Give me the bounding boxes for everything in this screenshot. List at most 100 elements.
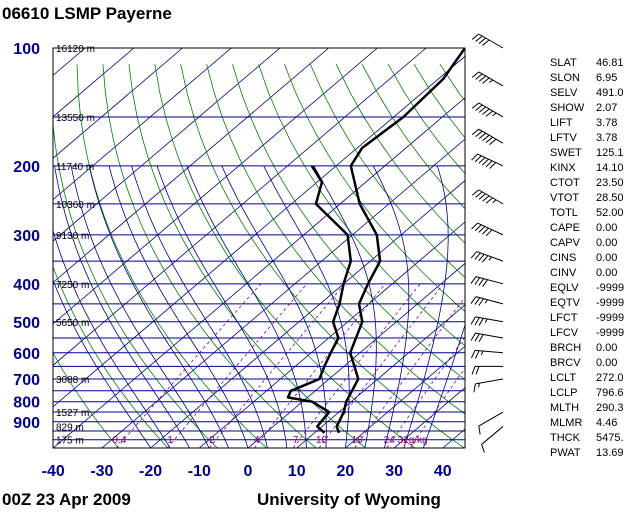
barb-flag — [474, 297, 481, 305]
index-row: LFTV 3.78 — [550, 131, 624, 146]
dry-adiabat — [258, 64, 465, 347]
barb-flag — [471, 128, 480, 136]
barb-staff — [475, 276, 504, 285]
mixing-ratio-label: 1 — [167, 435, 173, 446]
plot-frame — [52, 47, 466, 449]
pressure-tick-label: 300 — [13, 228, 40, 245]
moist-adiabat — [131, 165, 268, 448]
index-key: MLMR — [550, 417, 583, 429]
index-row: CAPE 0.00 — [550, 221, 624, 236]
barb-flag — [475, 366, 480, 375]
barb-flag — [470, 316, 476, 325]
wind-barb — [473, 378, 504, 393]
pressure-tick-label: 400 — [13, 277, 40, 294]
index-value: 491.0 — [596, 87, 624, 99]
moist-adiabat — [53, 229, 171, 448]
pressure-tick-label: 600 — [13, 346, 40, 363]
barb-flag — [475, 104, 483, 111]
credit-label: University of Wyoming — [257, 490, 441, 509]
index-value: 0.00 — [596, 222, 618, 234]
wind-barb — [471, 33, 504, 49]
chart-title: 06610 LSMP Payerne — [2, 4, 172, 23]
index-key: LCLT — [550, 372, 577, 384]
index-value: 3.78 — [596, 132, 618, 144]
index-row: SLAT 46.81 — [550, 56, 624, 71]
height-label: 10360 m — [56, 200, 95, 211]
index-value: -9999 — [596, 282, 625, 294]
barb-staff — [478, 189, 504, 205]
barb-flag — [478, 425, 481, 435]
index-row: EQLV -9999 — [550, 281, 624, 296]
index-key: LFCV — [550, 327, 579, 339]
wind-barb — [471, 153, 504, 169]
barb-flag — [478, 157, 486, 164]
index-key: SLAT — [550, 57, 577, 69]
index-key: SLON — [550, 72, 580, 84]
barb-flag — [482, 255, 489, 263]
barb-staff — [475, 378, 504, 385]
index-row: EQTV -9999 — [550, 296, 624, 311]
isotherm-line — [53, 48, 135, 118]
barb-flag — [482, 108, 490, 115]
mixing-ratio-line — [292, 283, 421, 448]
index-value: 0.00 — [596, 267, 618, 279]
index-row: SELV 491.0 — [550, 86, 624, 101]
index-row: BRCV 0.00 — [550, 356, 624, 371]
wind-barb — [471, 222, 504, 237]
index-key: LIFT — [550, 117, 573, 129]
barb-flag — [475, 35, 483, 42]
mixing-ratio-line — [354, 296, 465, 448]
pressure-tick-label: 100 — [13, 41, 40, 58]
barb-flag — [471, 222, 478, 230]
index-key: MLTH — [550, 402, 580, 414]
isotherm-line — [150, 180, 465, 448]
index-key: PWAT — [550, 447, 581, 459]
temperature-tick-label: 0 — [244, 463, 253, 480]
mixing-ratio-label: 16 — [352, 435, 364, 446]
height-label: 1527 m — [56, 408, 89, 419]
barb-staff — [475, 332, 504, 339]
wind-barb — [478, 411, 504, 435]
temperature-tick-label: 40 — [434, 463, 452, 480]
moist-adiabat — [70, 165, 210, 448]
index-value: 3.78 — [596, 117, 618, 129]
temperature-tick-label: -20 — [139, 463, 162, 480]
barb-flag — [478, 37, 486, 44]
height-label: 13550 m — [56, 113, 95, 124]
isotherm-line — [53, 55, 465, 408]
dry-adiabat — [53, 120, 218, 448]
barb-flag — [475, 130, 483, 138]
mixing-ratio-line — [167, 283, 308, 448]
height-label: 9130 m — [56, 231, 89, 242]
barb-flag — [473, 383, 476, 393]
barb-flag — [478, 298, 485, 306]
barb-flag — [475, 73, 483, 80]
moist-adiabat — [88, 165, 229, 448]
barb-staff — [478, 102, 504, 118]
index-value: 46.81 — [596, 57, 624, 69]
mixing-ratio-label: 2 — [209, 435, 215, 446]
moist-adiabat — [422, 323, 465, 448]
barb-flag — [470, 276, 477, 284]
moist-adiabat — [263, 165, 350, 448]
isotherm-line — [53, 48, 329, 284]
barb-flag — [485, 110, 493, 117]
index-value: 0.00 — [596, 342, 618, 354]
index-row: MLTH 290.3 — [550, 401, 624, 416]
isotherm-line — [53, 48, 232, 201]
temperature-tick-label: 20 — [337, 463, 355, 480]
barb-flag — [475, 191, 483, 198]
moist-adiabat — [186, 165, 307, 448]
height-label: 3088 m — [56, 375, 89, 386]
height-label: 5650 m — [56, 318, 89, 329]
barb-flag — [482, 279, 488, 287]
wind-barb — [470, 316, 504, 326]
barb-flag — [485, 160, 493, 168]
index-value: -9999 — [596, 327, 625, 339]
wind-barb — [471, 102, 504, 118]
index-value: 0.00 — [596, 357, 618, 369]
index-key: KINX — [550, 162, 576, 174]
moist-adiabat — [53, 279, 151, 448]
mixing-ratio-label: 10 — [316, 435, 328, 446]
pressure-tick-label: 500 — [13, 315, 40, 332]
